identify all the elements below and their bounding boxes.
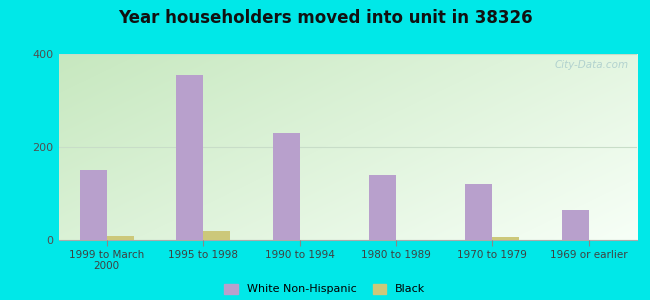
Text: Year householders moved into unit in 38326: Year householders moved into unit in 383… xyxy=(118,9,532,27)
Bar xyxy=(369,175,396,240)
Legend: White Non-Hispanic, Black: White Non-Hispanic, Black xyxy=(224,284,426,294)
Bar xyxy=(562,210,589,240)
Bar xyxy=(80,170,107,240)
Bar xyxy=(272,133,300,240)
Bar xyxy=(107,236,134,240)
Bar xyxy=(465,184,493,240)
Bar xyxy=(492,237,519,240)
Bar xyxy=(203,231,230,240)
Bar xyxy=(176,75,203,240)
Text: City-Data.com: City-Data.com xyxy=(554,60,629,70)
